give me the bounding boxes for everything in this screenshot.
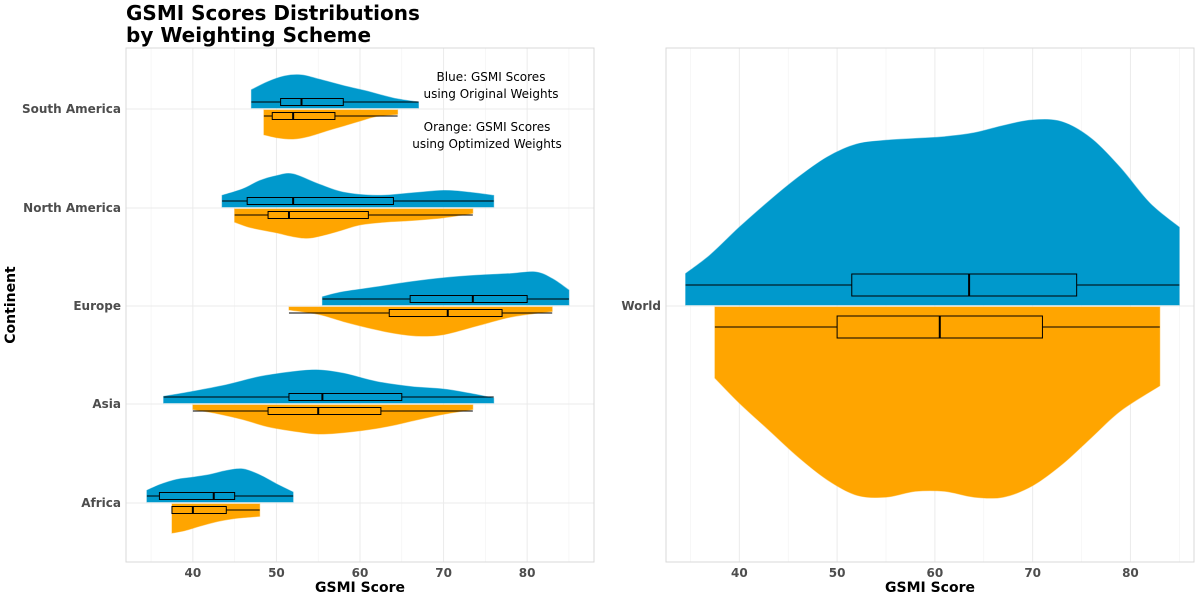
panel-1-violin-original-africa — [146, 468, 294, 503]
panel-1-x-tick-label-80: 80 — [519, 566, 536, 580]
panel-1-violin-optimized-africa — [171, 503, 261, 534]
panel-1-boxplot-optimized-south-america-box — [271, 112, 336, 120]
panel-1-border — [125, 47, 595, 563]
panel-1-boxplot-optimized-europe-box — [388, 309, 503, 317]
panel-1-violin-original-asia — [163, 369, 495, 404]
panel-1-boxplot-original-europe-box — [409, 295, 528, 303]
panel-1-y-tick-label-europe: Europe — [73, 299, 121, 313]
panel-1-violin-optimized-north-america — [234, 208, 474, 239]
panel-1-boxplot-original-africa-box — [158, 492, 236, 500]
panel-1-annotation-orange_note-line-2: using Optimized Weights — [412, 137, 562, 151]
panel-2-violin-optimized-world — [714, 306, 1161, 499]
panel-1-boxplot-original-asia-box — [288, 393, 403, 401]
panel-1-annotation-blue_note-line-2: using Original Weights — [423, 87, 558, 101]
panel-2-x-tick-label-50: 50 — [829, 566, 846, 580]
panel-1-violin-original-europe — [321, 271, 570, 306]
panel-1-annotation-orange_note-line-1: Orange: GSMI Scores — [424, 120, 551, 134]
panel-1-violin-optimized-south-america — [263, 109, 399, 140]
panel-2-x-tick-label-60: 60 — [927, 566, 944, 580]
panel-1-violin-original-north-america — [221, 173, 495, 208]
panel-1-y-axis-title: Continent — [3, 266, 19, 344]
panel-2-x-tick-label-40: 40 — [731, 566, 748, 580]
panel-1-x-axis-title: GSMI Score — [315, 580, 405, 596]
panel-2-x-axis-title: GSMI Score — [885, 580, 975, 596]
panel-1-boxplot-original-south-america-box — [280, 98, 344, 106]
panel-1-violin-original-south-america — [250, 74, 419, 109]
panel-1-boxplot-optimized-africa-box — [171, 506, 227, 514]
panel-1-annotation-blue_note-line-1: Blue: GSMI Scores — [437, 70, 546, 84]
chart-title-line-2: by Weighting Scheme — [126, 23, 372, 47]
panel-1-x-tick-label-70: 70 — [435, 566, 452, 580]
panel-2-border — [665, 47, 1195, 563]
panel-1-y-tick-label-south-america: South America — [22, 102, 121, 116]
panel-1-boxplot-optimized-north-america-box — [267, 211, 369, 219]
panel-2-violin-original-world — [685, 119, 1180, 306]
panel-1-y-tick-label-asia: Asia — [92, 397, 121, 411]
panel-1-x-tick-label-50: 50 — [268, 566, 285, 580]
panel-1-y-tick-label-africa: Africa — [81, 496, 121, 510]
panel-1-x-tick-label-60: 60 — [352, 566, 369, 580]
panel-1-y-tick-label-north-america: North America — [23, 201, 121, 215]
panel-2-x-tick-label-80: 80 — [1122, 566, 1139, 580]
panel-1-violin-optimized-europe — [288, 306, 553, 337]
panel-1-violin-optimized-asia — [192, 404, 474, 435]
panel-1-x-tick-label-40: 40 — [185, 566, 202, 580]
panel-1-boxplot-optimized-asia-box — [267, 407, 382, 415]
panel-2-x-tick-label-70: 70 — [1024, 566, 1041, 580]
panel-2-y-tick-label-world: World — [621, 299, 661, 313]
panel-2-boxplot-original-world-box — [851, 273, 1078, 297]
chart-title: GSMI Scores Distributions by Weighting S… — [126, 2, 420, 46]
panel-1-boxplot-original-north-america-box — [246, 197, 394, 205]
chart-title-line-1: GSMI Scores Distributions — [126, 1, 420, 25]
